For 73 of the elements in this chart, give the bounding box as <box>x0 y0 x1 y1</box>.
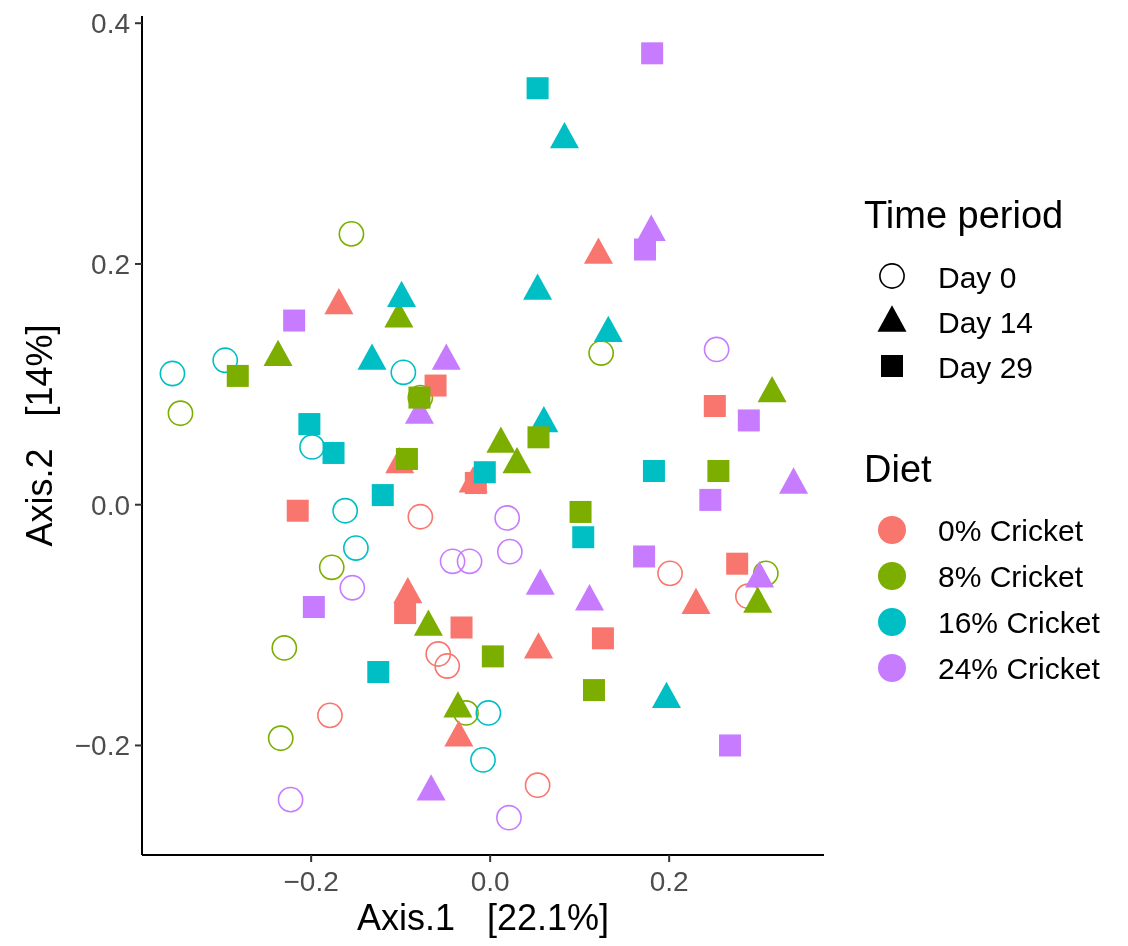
point <box>271 635 298 661</box>
point <box>719 734 742 757</box>
y-tick-label: 0.2 <box>91 248 130 280</box>
x-tick-label: 0.2 <box>649 866 689 897</box>
point <box>298 413 321 436</box>
x-tick-label: 0.0 <box>470 866 510 897</box>
point <box>591 627 614 650</box>
point <box>343 535 369 561</box>
point <box>390 359 417 386</box>
legend-label: 24% Cricket <box>938 652 1101 685</box>
point <box>212 347 239 374</box>
point <box>572 526 595 549</box>
point <box>642 460 665 483</box>
point <box>703 336 730 363</box>
point <box>367 661 390 684</box>
legend-label: 8% Cricket <box>938 560 1084 593</box>
x-axis-title: Axis.1 [22.1%] <box>356 897 610 938</box>
point <box>526 77 549 100</box>
point <box>450 616 473 639</box>
point <box>569 500 592 523</box>
point <box>338 220 365 247</box>
point <box>371 484 394 507</box>
point <box>332 497 359 524</box>
point <box>339 574 366 601</box>
point <box>657 560 683 587</box>
legend-label: 16% Cricket <box>938 606 1101 639</box>
point <box>699 488 722 511</box>
point <box>407 503 434 530</box>
y-axis-title: Axis.2 [14%] <box>19 324 60 547</box>
point <box>226 364 249 387</box>
point <box>286 499 309 522</box>
point <box>322 441 345 464</box>
point <box>582 679 605 702</box>
point <box>167 400 194 427</box>
point <box>496 538 523 565</box>
point <box>470 747 496 773</box>
legend-label: Day 14 <box>938 306 1034 339</box>
legend-label: Day 0 <box>938 261 1017 294</box>
legend-label: Day 29 <box>938 351 1034 384</box>
point <box>302 596 325 619</box>
point <box>588 340 615 366</box>
point <box>159 360 186 387</box>
point <box>633 545 656 568</box>
point <box>494 505 521 531</box>
y-tick-label: 0.0 <box>91 489 130 521</box>
point <box>267 725 294 752</box>
point <box>299 434 325 460</box>
point <box>394 602 417 625</box>
point <box>726 552 749 575</box>
legend-label: 0% Cricket <box>938 514 1084 547</box>
point <box>317 702 343 729</box>
point <box>439 548 466 575</box>
text: Diet <box>864 448 932 490</box>
y-tick-label: −0.2 <box>74 730 130 762</box>
point <box>737 409 760 432</box>
point <box>496 804 522 831</box>
point <box>481 645 504 668</box>
point <box>277 786 304 813</box>
point <box>524 772 551 799</box>
point <box>425 641 452 667</box>
point <box>456 548 483 575</box>
point <box>434 653 461 679</box>
point <box>703 395 726 418</box>
point <box>283 309 306 332</box>
point <box>527 426 550 449</box>
y-tick-label: 0.4 <box>91 8 130 40</box>
point <box>318 554 345 581</box>
point <box>707 460 730 483</box>
point <box>475 700 502 726</box>
point <box>641 42 664 65</box>
point <box>634 238 656 261</box>
x-tick-label: −0.2 <box>283 866 339 897</box>
text: Time period <box>864 194 1064 236</box>
